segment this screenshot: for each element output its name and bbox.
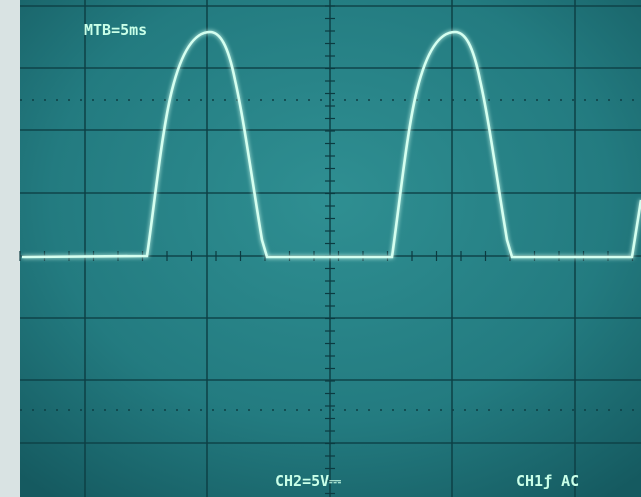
oscilloscope-photo: MTB=5ms CH2=5V⎓ CH1ƒ AC xyxy=(0,0,641,497)
channel1-label: CH1ƒ AC xyxy=(516,472,579,490)
channel2-label: CH2=5V⎓ xyxy=(275,472,341,490)
timebase-label: MTB=5ms xyxy=(84,21,147,39)
